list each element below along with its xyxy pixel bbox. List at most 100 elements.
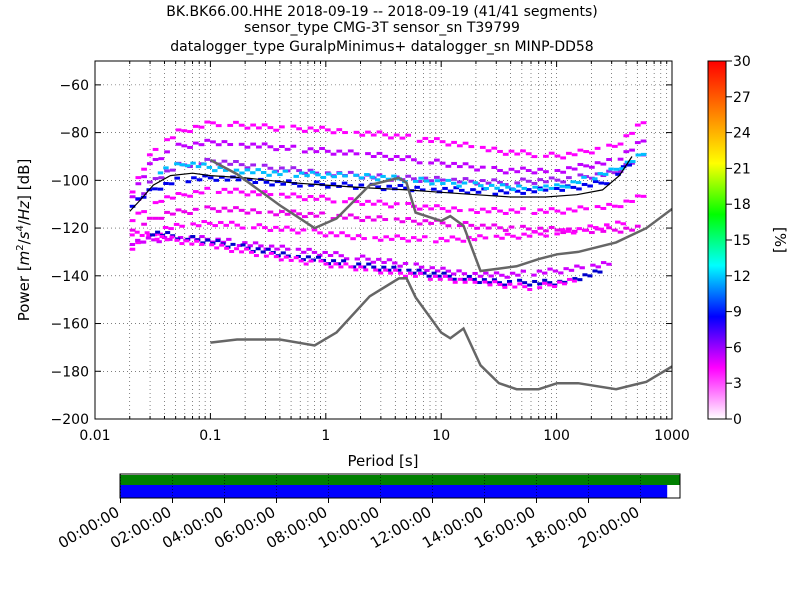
- histogram-cell: [635, 153, 641, 157]
- histogram-cell: [428, 161, 434, 165]
- histogram-cell: [195, 224, 202, 228]
- histogram-cell: [554, 168, 561, 172]
- x-tick-label: 0.01: [79, 428, 110, 444]
- histogram-cell: [250, 171, 256, 175]
- histogram-cell: [600, 261, 607, 265]
- histogram-cell: [509, 271, 516, 275]
- x-axis-label: Period [s]: [347, 452, 418, 470]
- histogram-cell: [358, 183, 365, 187]
- histogram-cell: [278, 228, 285, 232]
- histogram-cell: [497, 209, 503, 213]
- histogram-cell: [468, 223, 475, 227]
- histogram-cell: [451, 277, 457, 281]
- histogram-cell: [432, 274, 438, 278]
- histogram-cell: [192, 124, 199, 128]
- histogram-cell: [515, 236, 522, 240]
- histogram-cell: [233, 187, 239, 191]
- histogram-cell: [376, 268, 382, 272]
- histogram-cell: [581, 182, 588, 186]
- histogram-cell: [204, 138, 211, 142]
- histogram-cell: [456, 209, 463, 213]
- histogram-cell: [187, 211, 193, 215]
- histogram-cell: [333, 262, 339, 266]
- histogram-cell: [562, 282, 567, 286]
- histogram-cell: [336, 171, 343, 175]
- histogram-cell: [154, 237, 160, 241]
- histogram-cell: [145, 236, 152, 240]
- median-curve: [129, 156, 633, 212]
- histogram-cell: [330, 152, 337, 156]
- histogram-cell: [158, 176, 165, 180]
- histogram-cell: [285, 247, 291, 251]
- histogram-cell: [608, 167, 614, 171]
- histogram-cell: [426, 274, 432, 278]
- x-tick-label: 1: [321, 428, 330, 444]
- histogram-cell: [150, 233, 156, 237]
- histogram-cell: [547, 283, 553, 287]
- histogram-cell: [629, 131, 635, 135]
- histogram-cell: [405, 239, 411, 243]
- histogram-cell: [209, 243, 215, 247]
- histogram-cell: [412, 179, 419, 183]
- histogram-cell: [503, 191, 510, 195]
- histogram-cell: [502, 171, 509, 175]
- histogram-cell: [461, 277, 467, 281]
- histogram-cell: [256, 126, 262, 130]
- histogram-cell: [441, 271, 447, 275]
- histogram-cell: [164, 150, 170, 154]
- histogram-cell: [566, 227, 572, 231]
- histogram-cell: [210, 207, 216, 211]
- histogram-cell: [204, 205, 211, 209]
- colorbar-tick-label: 30: [733, 54, 751, 70]
- histogram-cell: [594, 161, 601, 165]
- histogram-cell: [202, 174, 208, 178]
- histogram-cell: [399, 236, 406, 240]
- histogram-cell: [322, 234, 329, 238]
- histogram-cell: [557, 280, 563, 284]
- histogram-cell: [472, 181, 479, 185]
- histogram-cell: [485, 181, 492, 185]
- histogram-cell: [472, 280, 478, 284]
- histogram-cell: [522, 281, 528, 285]
- histogram-cell: [381, 265, 387, 269]
- histogram-cell: [161, 236, 168, 240]
- histogram-cell: [301, 250, 307, 254]
- histogram-cell: [158, 157, 165, 161]
- histogram-cell: [230, 242, 236, 246]
- histogram-cell: [588, 231, 595, 235]
- histogram-cell: [436, 274, 442, 278]
- colorbar-tick-label: 0: [733, 412, 742, 428]
- histogram-cell: [531, 181, 538, 185]
- histogram-cell: [301, 171, 308, 175]
- histogram-cell: [479, 223, 486, 227]
- histogram-cell: [502, 152, 509, 156]
- histogram-cell: [278, 125, 285, 129]
- histogram-cell: [442, 186, 448, 190]
- histogram-cell: [640, 139, 647, 143]
- histogram-cell: [173, 222, 180, 226]
- histogram-cell: [451, 161, 457, 165]
- histogram-cell: [525, 179, 532, 183]
- histogram-cell: [574, 264, 580, 268]
- histogram-cell: [152, 187, 158, 191]
- histogram-cell: [371, 265, 377, 269]
- histogram-cell: [492, 192, 499, 196]
- histogram-cell: [505, 185, 511, 189]
- histogram-cell: [261, 190, 268, 194]
- x-tick-label: 1000: [654, 428, 690, 444]
- histogram-cell: [252, 181, 259, 185]
- histogram-cell: [514, 181, 521, 185]
- histogram-cell: [525, 188, 532, 192]
- histogram-cell: [311, 250, 318, 254]
- histogram-cell: [543, 184, 549, 188]
- histogram-cell: [498, 189, 504, 193]
- histogram-cell: [301, 150, 308, 154]
- histogram-cell: [615, 220, 621, 224]
- histogram-cell: [422, 204, 429, 208]
- histogram-cell: [365, 130, 371, 134]
- histogram-cell: [422, 136, 429, 140]
- histogram-cell: [482, 280, 488, 284]
- histogram-cell: [365, 215, 371, 219]
- histogram-cell: [560, 231, 567, 235]
- histogram-cell: [227, 190, 234, 194]
